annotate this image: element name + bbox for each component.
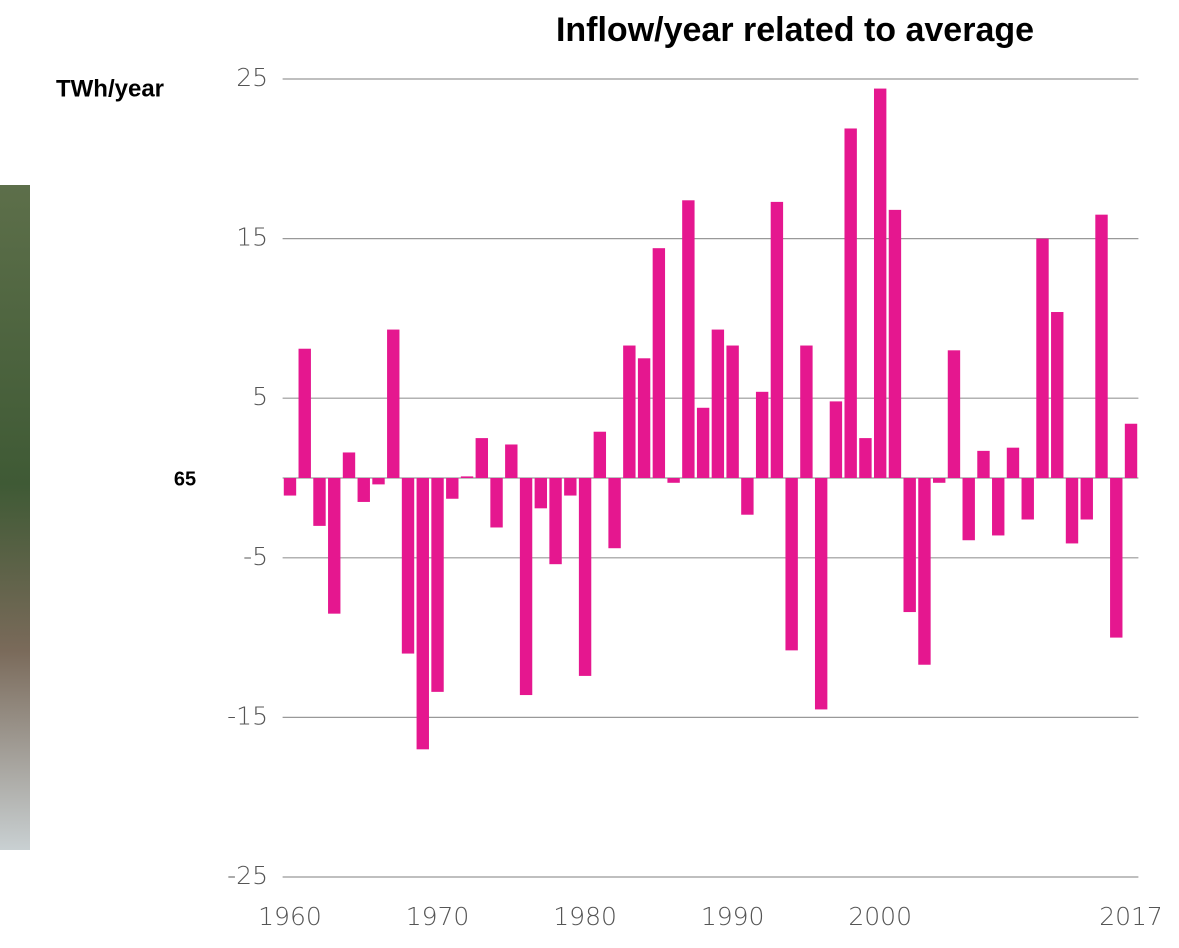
- chart: Inflow/year related to average TWh/year …: [0, 0, 1179, 948]
- bar: [505, 444, 517, 478]
- bar: [535, 478, 547, 508]
- x-tick-label: 1970: [406, 902, 470, 931]
- bar: [741, 478, 753, 515]
- x-tick-label: 1980: [553, 902, 617, 931]
- bar: [682, 200, 694, 478]
- bar: [1007, 448, 1019, 478]
- bar: [785, 478, 797, 650]
- y-tick-label: 15: [236, 223, 268, 252]
- bar: [874, 89, 886, 478]
- bar: [933, 478, 945, 483]
- bar: [903, 478, 915, 612]
- bar: [372, 478, 384, 484]
- bar: [697, 408, 709, 478]
- bar: [830, 401, 842, 478]
- x-tick-label: 1990: [701, 902, 765, 931]
- bar: [343, 452, 355, 478]
- bar: [1081, 478, 1093, 519]
- y-tick-label: -25: [227, 861, 268, 890]
- bar: [800, 346, 812, 478]
- bar: [594, 432, 606, 478]
- y-axis-label: TWh/year: [56, 75, 164, 102]
- y-tick-label: -15: [227, 701, 268, 730]
- bar: [284, 478, 296, 496]
- bar: [844, 128, 856, 478]
- bar: [623, 346, 635, 478]
- bar: [417, 478, 429, 749]
- bar: [549, 478, 561, 564]
- bar: [328, 478, 340, 614]
- bar: [387, 330, 399, 478]
- bar: [461, 476, 473, 478]
- bar: [579, 478, 591, 676]
- bar: [815, 478, 827, 709]
- bar: [726, 346, 738, 478]
- bar: [667, 478, 679, 483]
- bar: [1022, 478, 1034, 519]
- bar: [1036, 239, 1048, 478]
- bar: [756, 392, 768, 478]
- bar: [992, 478, 1004, 535]
- bar: [520, 478, 532, 695]
- bar: [963, 478, 975, 540]
- bar: [1066, 478, 1078, 543]
- bar: [889, 210, 901, 478]
- x-tick-label: 2017: [1099, 902, 1163, 931]
- bar: [653, 248, 665, 478]
- bar: [918, 478, 930, 665]
- y-tick-label: -5: [243, 542, 268, 571]
- bar: [771, 202, 783, 478]
- bar: [977, 451, 989, 478]
- x-tick-label: 2000: [848, 902, 912, 931]
- bar: [1110, 478, 1122, 638]
- bar: [431, 478, 443, 692]
- y-tick-label: 25: [236, 63, 268, 92]
- bar: [402, 478, 414, 654]
- bar: [608, 478, 620, 548]
- chart-title: Inflow/year related to average: [556, 11, 1034, 49]
- bar: [1095, 215, 1107, 478]
- bar: [564, 478, 576, 496]
- bar: [313, 478, 325, 526]
- bar: [299, 349, 311, 478]
- x-tick-label: 1960: [258, 902, 322, 931]
- bar: [358, 478, 370, 502]
- bar: [859, 438, 871, 478]
- bar: [1125, 424, 1137, 478]
- bar: [638, 358, 650, 478]
- bar: [948, 350, 960, 478]
- y-tick-label: 5: [252, 382, 268, 411]
- bar: [476, 438, 488, 478]
- bar: [490, 478, 502, 527]
- bar: [446, 478, 458, 499]
- photo: [0, 185, 30, 850]
- bar: [712, 330, 724, 478]
- bar: [1051, 312, 1063, 478]
- annotation: 65: [174, 468, 196, 490]
- page: {"chart_data": {"type": "bar", "title": …: [0, 0, 1179, 948]
